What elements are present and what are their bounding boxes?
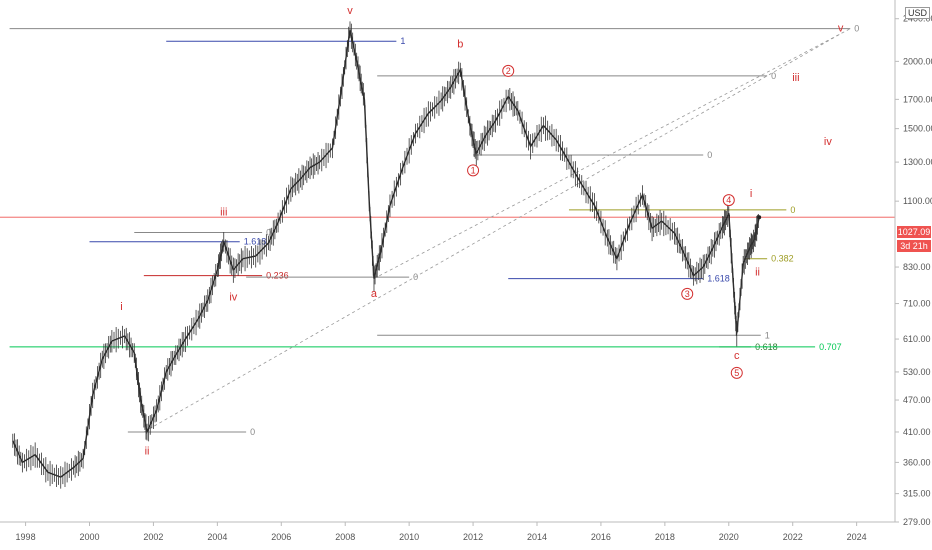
fib-level-label: 0	[790, 205, 795, 215]
y-tick-label: 710.00	[903, 299, 931, 309]
wave-label: c	[734, 350, 740, 362]
x-tick-label: 2020	[719, 532, 739, 542]
wave-circle	[730, 366, 743, 379]
y-tick-label: 1700.00	[903, 94, 932, 104]
fib-level-label: 0	[707, 150, 712, 160]
wave-circle-label: 3	[685, 289, 690, 299]
y-tick-label: 315.00	[903, 489, 931, 499]
y-tick-label: 530.00	[903, 367, 931, 377]
wave-label: iv	[229, 291, 237, 303]
wave-circle	[502, 64, 515, 77]
fib-level-label: 1	[765, 330, 770, 340]
wave-circle-label: 5	[734, 368, 739, 378]
y-tick-label: 279.00	[903, 517, 931, 527]
x-tick-label: 2004	[207, 532, 227, 542]
y-tick-label: 1100.00	[903, 196, 932, 206]
y-tick-label: 410.00	[903, 427, 931, 437]
wave-label: iv	[824, 136, 832, 148]
y-tick-label: 610.00	[903, 334, 931, 344]
fib-level-label: 0.707	[819, 342, 842, 352]
price-line	[12, 29, 760, 478]
y-tick-label: 2000.00	[903, 56, 932, 66]
x-tick-label: 2024	[847, 532, 867, 542]
x-tick-label: 2006	[271, 532, 291, 542]
wave-label: a	[371, 288, 378, 300]
last-price-point	[757, 215, 762, 220]
currency-label[interactable]: USD	[905, 7, 931, 19]
y-tick-label: 360.00	[903, 457, 931, 467]
wave-circle	[722, 194, 735, 207]
trendline	[373, 28, 851, 279]
wave-label: i	[120, 301, 122, 313]
fib-level-label: 1.618	[244, 237, 267, 247]
x-tick-label: 2010	[399, 532, 419, 542]
fib-level-label: 1	[400, 36, 405, 46]
fib-level-label: 1.618	[707, 274, 730, 284]
wave-label: iii	[792, 72, 799, 84]
fib-level-label: 0	[266, 228, 271, 238]
fib-level-label: 0	[250, 427, 255, 437]
x-tick-label: 2000	[79, 532, 99, 542]
wave-label: ii	[145, 446, 150, 458]
wave-label: v	[347, 5, 353, 17]
y-tick-label: 1300.00	[903, 157, 932, 167]
fib-level-label: 0	[854, 24, 859, 34]
wave-circle	[681, 287, 694, 300]
x-tick-label: 2002	[143, 532, 163, 542]
x-tick-label: 2012	[463, 532, 483, 542]
trendline	[143, 33, 841, 433]
wave-label: i	[750, 188, 752, 200]
y-tick-label: 1500.00	[903, 124, 932, 134]
wave-label: ii	[755, 267, 760, 279]
x-tick-label: 2016	[591, 532, 611, 542]
fib-level-label: 0.236	[266, 271, 289, 281]
x-tick-label: 2008	[335, 532, 355, 542]
wave-label: b	[457, 39, 463, 51]
wave-circle-label: 2	[506, 66, 511, 76]
wave-circle-label: 1	[471, 165, 476, 175]
fib-level-label: 0.382	[771, 254, 794, 264]
x-tick-label: 2022	[783, 532, 803, 542]
bar-timer-tag: 3d 21h	[897, 240, 931, 252]
fib-level-label: 0	[771, 71, 776, 81]
wave-circle	[467, 164, 480, 177]
wave-label: v	[838, 23, 844, 35]
current-price-tag: 1027.09	[897, 226, 931, 238]
wave-circle-label: 4	[726, 195, 731, 205]
x-tick-label: 2018	[655, 532, 675, 542]
y-tick-label: 830.00	[903, 262, 931, 272]
wave-label: iii	[220, 206, 227, 218]
y-tick-label: 470.00	[903, 395, 931, 405]
x-tick-label: 1998	[16, 532, 36, 542]
x-tick-label: 2014	[527, 532, 547, 542]
